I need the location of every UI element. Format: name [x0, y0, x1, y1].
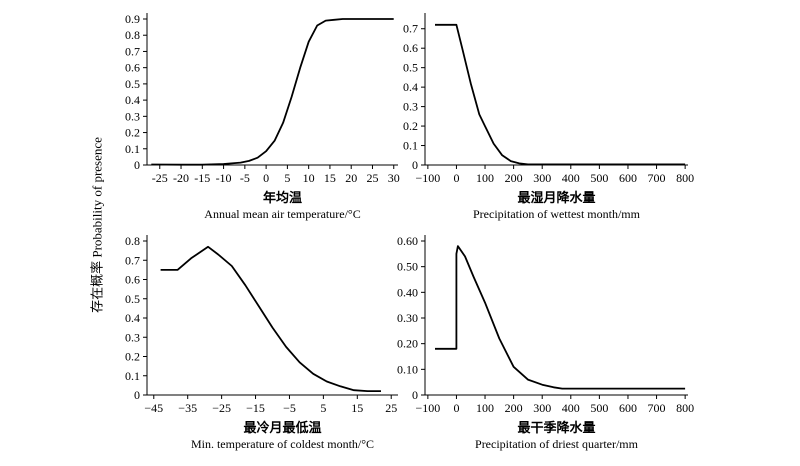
x-tick-label: 0 — [263, 171, 269, 185]
y-tick-label: 0.7 — [125, 44, 140, 58]
y-tick-label: 0.7 — [125, 253, 140, 267]
x-tick-label: 100 — [476, 401, 494, 415]
y-tick-label: 0.1 — [125, 369, 140, 383]
y-tick-label: 0.3 — [125, 330, 140, 344]
x-tick-label: 0 — [453, 401, 459, 415]
y-tick-label: 0.6 — [403, 41, 418, 55]
x-tick-label: 600 — [619, 401, 637, 415]
x-tick-label: 700 — [648, 401, 666, 415]
y-tick-label: 0.20 — [397, 337, 418, 351]
chart-panel-3: −45 −35 −25 −15 −5 5 15 25 0 0.1 0.2 0.3 0.4 0.5 0.6 0.… — [125, 234, 398, 451]
x-tick-label: 100 — [476, 171, 494, 185]
y-tick-label: 0.9 — [125, 12, 140, 26]
chart-title-cn: 年均温 — [263, 190, 302, 205]
y-tick-label: 0 — [134, 388, 140, 402]
x-tick-label: 15 — [351, 401, 363, 415]
x-tick-label: -5 — [240, 171, 250, 185]
x-tick-label: −15 — [246, 401, 265, 415]
y-tick-label: 0 — [412, 388, 418, 402]
x-tick-label: 25 — [366, 171, 378, 185]
x-tick-label: 300 — [533, 171, 551, 185]
x-tick-label: 400 — [562, 401, 580, 415]
x-axis-label: Annual mean air temperature/°C — [204, 207, 360, 221]
y-tick-label: 0.3 — [403, 100, 418, 114]
y-tick-label: 0.40 — [397, 285, 418, 299]
y-tick-label: 0.8 — [125, 28, 140, 42]
y-tick-label: 0.4 — [125, 93, 140, 107]
x-tick-label: -15 — [194, 171, 210, 185]
x-tick-label: −5 — [283, 401, 296, 415]
x-tick-label: 400 — [562, 171, 580, 185]
x-tick-label: 0 — [453, 171, 459, 185]
y-tick-label: 0.1 — [125, 142, 140, 156]
chart-title-cn: 最湿月降水量 — [517, 190, 595, 205]
x-tick-label: 5 — [320, 401, 326, 415]
x-tick-label: −100 — [415, 401, 440, 415]
x-axis-label: Min. temperature of coldest month/°C — [191, 437, 374, 451]
x-tick-label: -20 — [173, 171, 189, 185]
y-tick-label: 0.6 — [125, 61, 140, 75]
x-tick-label: 20 — [345, 171, 357, 185]
x-tick-label: 800 — [676, 401, 694, 415]
x-tick-label: 800 — [676, 171, 694, 185]
chart-panel-2: −100 0 100 200 300 400 500 600 700 80000.10.20.30… — [403, 13, 694, 221]
y-tick-label: 0.6 — [125, 273, 140, 287]
series-line — [435, 245, 686, 390]
chart-panel-4: −100 0 100 200 300 400 500 600 700 80000.100.200.… — [397, 234, 694, 451]
y-tick-label: 0.3 — [125, 109, 140, 123]
x-tick-label: 5 — [284, 171, 290, 185]
x-tick-label: 300 — [533, 401, 551, 415]
x-tick-label: 200 — [505, 171, 523, 185]
x-tick-label: 200 — [505, 401, 523, 415]
y-tick-label: 0.8 — [125, 234, 140, 248]
y-axis-label-text: 存在概率 Probability of presence — [89, 137, 105, 313]
y-tick-label: 0.4 — [403, 80, 418, 94]
y-tick-label: 0.5 — [403, 61, 418, 75]
y-tick-label: 0 — [134, 158, 140, 172]
x-tick-label: -25 — [152, 171, 168, 185]
x-tick-label: 700 — [648, 171, 666, 185]
x-tick-label: 30 — [388, 171, 400, 185]
y-tick-label: 0 — [412, 158, 418, 172]
y-tick-label: 0.7 — [403, 22, 418, 36]
series-line — [151, 18, 394, 166]
y-tick-label: 0.1 — [403, 139, 418, 153]
y-tick-label: 0.60 — [397, 234, 418, 248]
y-tick-label: 0.2 — [125, 126, 140, 140]
x-tick-label: -10 — [216, 171, 232, 185]
y-tick-label: 0.4 — [125, 311, 140, 325]
chart-panel-1: -25 -20 -15 -10 -5 0 5 10 15 20 25 30 0 0.1 0.2 0.3 0.4 0… — [125, 12, 400, 221]
y-tick-label: 0.50 — [397, 260, 418, 274]
y-tick-label: 0.2 — [403, 119, 418, 133]
y-tick-label: 0.10 — [397, 362, 418, 376]
x-tick-label: 25 — [385, 401, 397, 415]
x-tick-label: 500 — [590, 401, 608, 415]
y-tick-label: 0.5 — [125, 77, 140, 91]
series-line — [435, 23, 686, 166]
x-axis-label: Precipitation of driest quarter/mm — [475, 437, 639, 451]
chart-title-cn: 最干季降水量 — [517, 420, 595, 435]
x-tick-label: 500 — [590, 171, 608, 185]
x-tick-label: 600 — [619, 171, 637, 185]
x-tick-label: −100 — [415, 171, 440, 185]
x-tick-label: −45 — [144, 401, 163, 415]
x-tick-label: −25 — [212, 401, 231, 415]
x-axis-label: Precipitation of wettest month/mm — [473, 207, 641, 221]
chart-title-cn: 最冷月最低温 — [243, 420, 321, 435]
y-tick-label: 0.30 — [397, 311, 418, 325]
x-tick-label: −35 — [178, 401, 197, 415]
x-tick-label: 10 — [303, 171, 315, 185]
y-tick-label: 0.5 — [125, 292, 140, 306]
y-tick-label: 0.2 — [125, 350, 140, 364]
x-tick-label: 15 — [324, 171, 336, 185]
series-line — [160, 245, 381, 392]
